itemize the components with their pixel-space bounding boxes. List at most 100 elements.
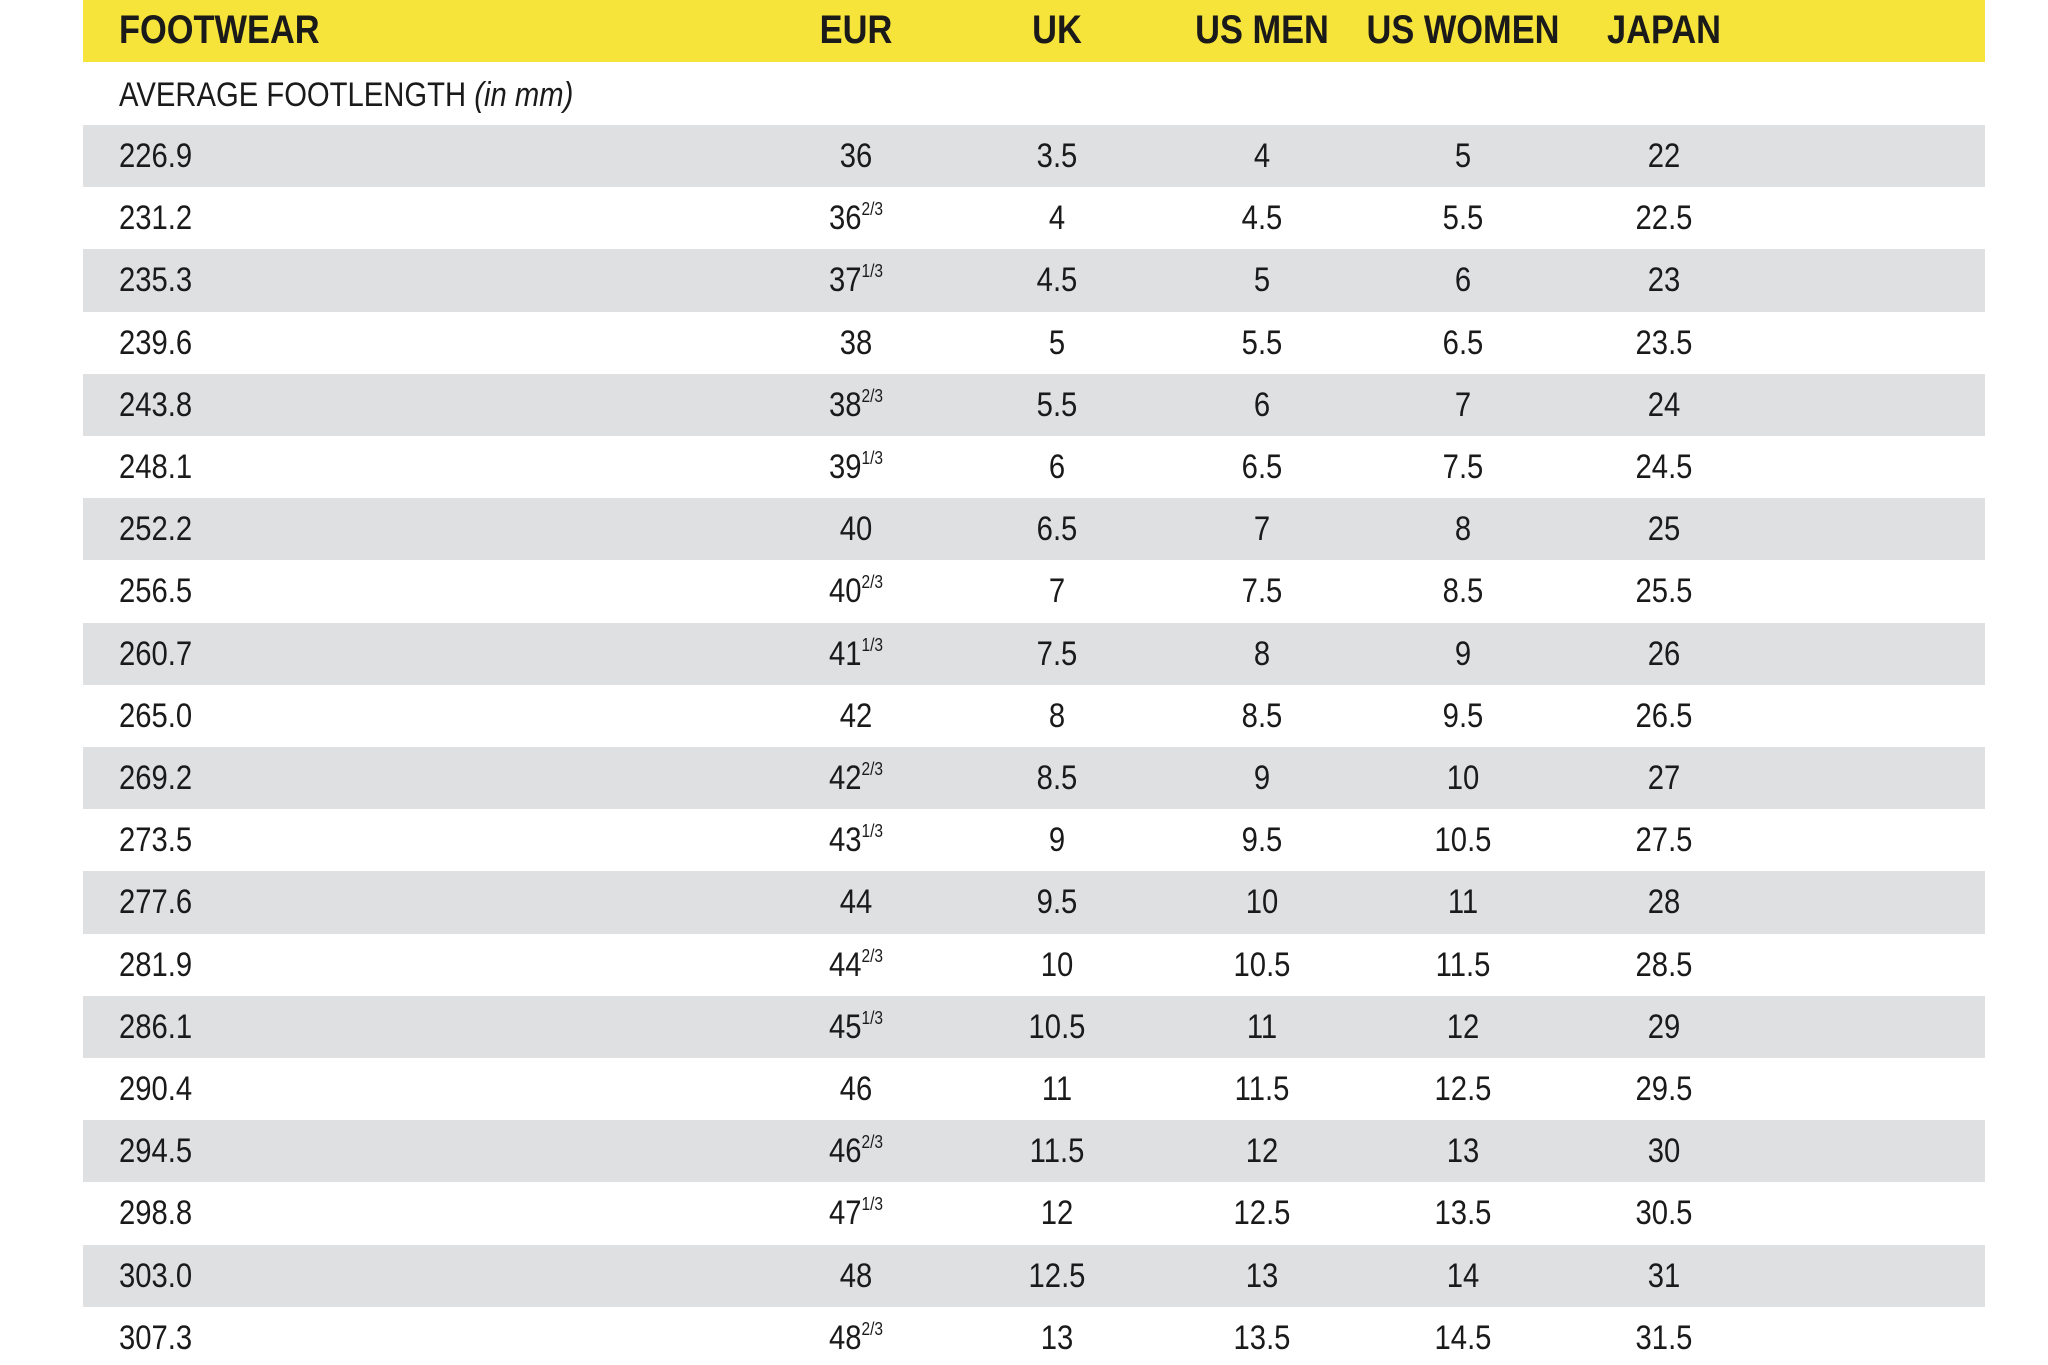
size-eur: 362/3 <box>829 199 883 238</box>
footlength: 269.2 <box>119 759 193 797</box>
size-value: 5.5 <box>1036 385 1078 424</box>
size-eur: 471/3 <box>829 1194 883 1233</box>
size-value: 6.5 <box>1241 448 1283 486</box>
size-value: 11.5 <box>1234 1070 1290 1108</box>
size-us-women: 12.5 <box>1435 1070 1492 1109</box>
size-value: 7.5 <box>1442 448 1484 486</box>
size-uk: 6.5 <box>1037 510 1078 549</box>
footlength: 248.1 <box>119 448 193 486</box>
size-japan: 30.5 <box>1636 1194 1693 1233</box>
size-value: 26 <box>1647 634 1681 673</box>
size-value: 46 <box>839 1070 873 1108</box>
size-fraction: 2/3 <box>861 572 884 593</box>
size-us-men: 11 <box>1247 1008 1277 1047</box>
size-value: 11.5 <box>1029 1132 1085 1171</box>
size-us-men: 6 <box>1254 386 1270 425</box>
size-value: 13 <box>1446 1132 1480 1171</box>
size-eur: 46 <box>840 1070 873 1109</box>
size-value: 43 <box>828 821 862 860</box>
size-us-men: 10.5 <box>1234 946 1291 985</box>
size-value: 10.5 <box>1233 945 1291 984</box>
footlength: 226.9 <box>119 137 193 175</box>
size-value: 13 <box>1040 1318 1074 1357</box>
size-value: 29 <box>1647 1007 1681 1046</box>
size-us-men: 5.5 <box>1242 324 1283 363</box>
size-us-men: 11.5 <box>1235 1070 1290 1109</box>
row-band <box>83 125 1985 188</box>
size-us-women: 9.5 <box>1443 697 1484 736</box>
footlength: 286.1 <box>119 1007 193 1046</box>
size-us-men: 4 <box>1254 137 1270 176</box>
size-value: 24.5 <box>1635 448 1693 486</box>
size-us-women: 11 <box>1448 883 1478 922</box>
size-us-men: 6.5 <box>1242 448 1283 487</box>
size-value: 7.5 <box>1241 572 1283 611</box>
size-fraction: 2/3 <box>861 1132 884 1153</box>
size-uk: 11.5 <box>1030 1132 1085 1171</box>
column-header: JAPAN <box>1606 8 1722 52</box>
size-us-women: 9 <box>1455 635 1471 674</box>
footlength: 235.3 <box>119 261 193 300</box>
footlength: 256.5 <box>119 572 193 611</box>
footlength: 239.6 <box>119 323 193 362</box>
subheader-text: AVERAGE FOOTLENGTH <box>119 76 467 114</box>
size-value: 6.5 <box>1442 323 1484 362</box>
size-value: 40 <box>839 510 873 549</box>
size-us-women: 6.5 <box>1443 324 1484 363</box>
size-value: 6.5 <box>1036 510 1078 549</box>
size-value: 45 <box>828 1007 862 1046</box>
size-us-women: 8.5 <box>1443 572 1484 611</box>
size-value: 23 <box>1647 261 1681 300</box>
size-value: 4.5 <box>1241 199 1283 238</box>
size-fraction: 2/3 <box>861 1318 884 1339</box>
row-band <box>83 747 1985 810</box>
size-eur: 40 <box>840 510 873 549</box>
size-fraction: 1/3 <box>861 1007 884 1028</box>
size-value: 10 <box>1040 945 1074 984</box>
size-value: 29.5 <box>1635 1070 1693 1108</box>
size-eur: 382/3 <box>829 386 883 425</box>
size-us-men: 8.5 <box>1242 697 1283 736</box>
size-value: 4 <box>1048 199 1066 238</box>
size-value: 31.5 <box>1635 1318 1693 1357</box>
size-us-men: 12.5 <box>1234 1194 1291 1233</box>
size-fraction: 2/3 <box>861 385 884 406</box>
size-value: 12.5 <box>1434 1070 1492 1108</box>
row-band <box>83 1120 1985 1183</box>
size-eur: 482/3 <box>829 1319 883 1358</box>
size-value: 24 <box>1647 385 1681 424</box>
footlength: 252.2 <box>119 510 193 549</box>
column-header: EUR <box>819 8 893 52</box>
footlength: 260.7 <box>119 634 193 673</box>
size-eur: 44 <box>840 883 873 922</box>
size-value: 8.5 <box>1036 759 1078 797</box>
size-value: 6 <box>1048 448 1066 486</box>
size-japan: 22 <box>1648 137 1681 176</box>
size-value: 9 <box>1048 821 1066 860</box>
size-us-women: 13.5 <box>1435 1194 1492 1233</box>
footlength: 298.8 <box>119 1194 193 1233</box>
size-japan: 31 <box>1648 1257 1681 1296</box>
size-fraction: 1/3 <box>861 634 884 655</box>
size-us-women: 6 <box>1455 261 1471 300</box>
size-fraction: 1/3 <box>861 448 884 468</box>
size-value: 13.5 <box>1233 1318 1291 1357</box>
size-fraction: 1/3 <box>861 261 884 282</box>
size-value: 8 <box>1048 696 1066 735</box>
size-value: 25 <box>1647 510 1681 549</box>
size-value: 30 <box>1647 1132 1681 1171</box>
size-japan: 27.5 <box>1636 821 1693 860</box>
size-value: 11 <box>1246 1007 1278 1046</box>
size-value: 10.5 <box>1434 821 1492 860</box>
size-value: 28.5 <box>1635 945 1693 984</box>
size-value: 12 <box>1040 1194 1074 1233</box>
size-value: 42 <box>828 759 862 797</box>
size-value: 27.5 <box>1635 821 1693 860</box>
size-value: 4 <box>1253 137 1271 175</box>
size-value: 12 <box>1245 1132 1279 1171</box>
size-us-men: 13.5 <box>1234 1319 1291 1358</box>
size-value: 47 <box>828 1194 862 1233</box>
size-fraction: 2/3 <box>861 945 884 966</box>
size-value: 44 <box>839 883 873 922</box>
size-japan: 24 <box>1648 386 1681 425</box>
